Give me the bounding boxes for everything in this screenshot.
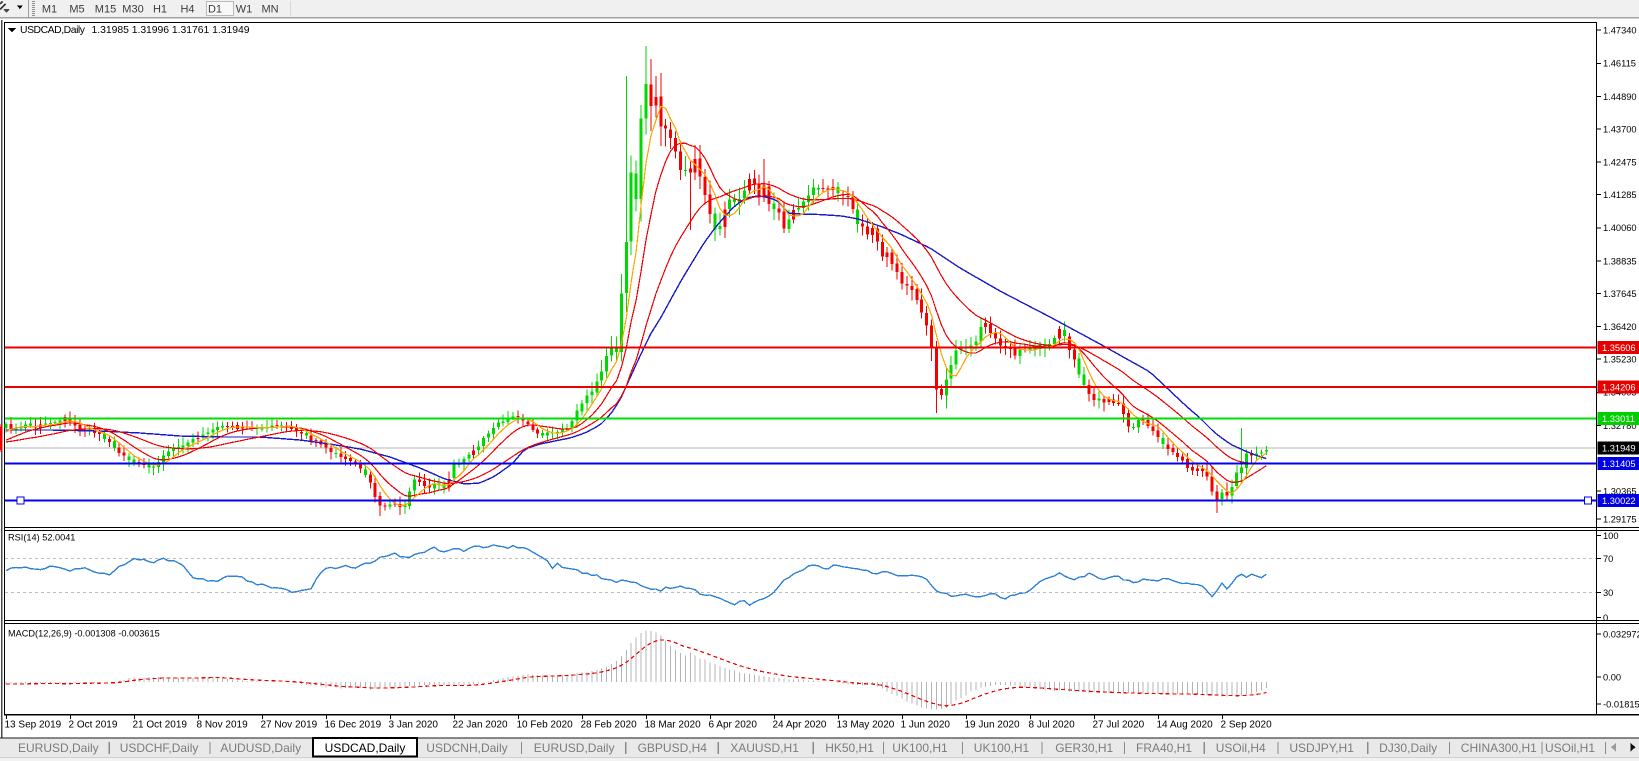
svg-text:USDCAD,Daily: USDCAD,Daily — [325, 741, 406, 755]
svg-text:10 Feb 2020: 10 Feb 2020 — [517, 720, 574, 731]
svg-text:M30: M30 — [122, 4, 143, 16]
svg-text:GBPUSD,H4: GBPUSD,H4 — [638, 741, 708, 755]
svg-text:1.37645: 1.37645 — [1603, 289, 1637, 299]
svg-text:1.35230: 1.35230 — [1603, 354, 1637, 364]
svg-text:16 Dec 2019: 16 Dec 2019 — [325, 720, 382, 731]
svg-text:HK50,H1: HK50,H1 — [825, 741, 874, 755]
svg-text:1.46115: 1.46115 — [1603, 59, 1636, 69]
svg-text:W1: W1 — [236, 4, 253, 16]
svg-text:21 Oct 2019: 21 Oct 2019 — [133, 720, 188, 731]
svg-text:1.36420: 1.36420 — [1603, 322, 1637, 332]
svg-text:M15: M15 — [95, 4, 116, 16]
svg-text:27 Nov 2019: 27 Nov 2019 — [261, 720, 318, 731]
svg-text:AUDUSD,Daily: AUDUSD,Daily — [220, 741, 301, 755]
svg-text:30: 30 — [1603, 588, 1613, 598]
svg-text:27 Jul 2020: 27 Jul 2020 — [1093, 720, 1145, 731]
svg-text:EURUSD,Daily: EURUSD,Daily — [534, 741, 615, 755]
svg-text:1.40060: 1.40060 — [1603, 223, 1637, 233]
svg-text:M1: M1 — [42, 4, 57, 16]
svg-text:CHINA300,H1: CHINA300,H1 — [1461, 741, 1537, 755]
svg-text:DJ30,Daily: DJ30,Daily — [1379, 741, 1437, 755]
svg-text:1.33011: 1.33011 — [1602, 414, 1635, 424]
svg-text:13 May 2020: 13 May 2020 — [837, 720, 895, 731]
svg-text:UK100,H1: UK100,H1 — [974, 741, 1030, 755]
svg-text:1.32780: 1.32780 — [1603, 421, 1637, 431]
svg-text:H1: H1 — [153, 4, 167, 16]
svg-text:2 Sep 2020: 2 Sep 2020 — [1221, 720, 1273, 731]
svg-text:1.47340: 1.47340 — [1603, 25, 1637, 35]
svg-text:8 Jul 2020: 8 Jul 2020 — [1029, 720, 1076, 731]
svg-text:100: 100 — [1603, 531, 1619, 541]
svg-text:3 Jan 2020: 3 Jan 2020 — [389, 720, 439, 731]
svg-text:USDCHF,Daily: USDCHF,Daily — [120, 741, 199, 755]
svg-text:USDCAD,Daily: USDCAD,Daily — [20, 25, 86, 36]
svg-text:USOil,H1: USOil,H1 — [1545, 741, 1595, 755]
svg-text:0.00: 0.00 — [1603, 672, 1621, 682]
svg-text:28 Feb 2020: 28 Feb 2020 — [581, 720, 638, 731]
svg-text:14 Aug 2020: 14 Aug 2020 — [1157, 720, 1214, 731]
svg-text:H4: H4 — [180, 4, 194, 16]
svg-text:8 Nov 2019: 8 Nov 2019 — [197, 720, 249, 731]
svg-text:EURUSD,Daily: EURUSD,Daily — [18, 741, 99, 755]
svg-text:USDJPY,H1: USDJPY,H1 — [1289, 741, 1354, 755]
svg-text:MN: MN — [261, 4, 278, 16]
svg-text:1.31405: 1.31405 — [1602, 459, 1636, 469]
svg-text:1.30365: 1.30365 — [1603, 487, 1637, 497]
svg-text:19 Jun 2020: 19 Jun 2020 — [965, 720, 1020, 731]
svg-text:1.31949: 1.31949 — [1602, 444, 1636, 454]
svg-text:18 Mar 2020: 18 Mar 2020 — [645, 720, 702, 731]
svg-text:1.43700: 1.43700 — [1603, 124, 1637, 134]
svg-text:24 Apr 2020: 24 Apr 2020 — [773, 720, 827, 731]
svg-text:0: 0 — [1603, 613, 1608, 623]
svg-text:USOil,H4: USOil,H4 — [1216, 741, 1266, 755]
svg-text:XAUUSD,H1: XAUUSD,H1 — [730, 741, 799, 755]
svg-text:RSI(14) 52.0041: RSI(14) 52.0041 — [8, 533, 75, 543]
svg-text:1.41285: 1.41285 — [1603, 190, 1637, 200]
svg-text:D1: D1 — [208, 4, 222, 16]
svg-text:-0.018154: -0.018154 — [1603, 699, 1639, 709]
svg-text:0.032972: 0.032972 — [1603, 629, 1639, 639]
svg-text:1 Jun 2020: 1 Jun 2020 — [901, 720, 951, 731]
svg-text:1.34206: 1.34206 — [1602, 382, 1636, 392]
svg-text:1.35606: 1.35606 — [1602, 343, 1636, 353]
svg-text:13 Sep 2019: 13 Sep 2019 — [5, 720, 62, 731]
svg-text:6 Apr 2020: 6 Apr 2020 — [709, 720, 758, 731]
svg-text:USDCNH,Daily: USDCNH,Daily — [426, 741, 507, 755]
svg-text:1.44890: 1.44890 — [1603, 92, 1637, 102]
svg-text:GER30,H1: GER30,H1 — [1055, 741, 1113, 755]
svg-text:1.38835: 1.38835 — [1603, 257, 1637, 267]
svg-text:MACD(12,26,9) -0.001308 -0.003: MACD(12,26,9) -0.001308 -0.003615 — [8, 629, 160, 639]
svg-text:1.30022: 1.30022 — [1602, 496, 1636, 506]
svg-text:70: 70 — [1603, 554, 1613, 564]
svg-text:FRA40,H1: FRA40,H1 — [1136, 741, 1192, 755]
svg-text:1.29175: 1.29175 — [1603, 514, 1637, 524]
svg-text:1.42475: 1.42475 — [1603, 158, 1637, 168]
svg-text:UK100,H1: UK100,H1 — [892, 741, 948, 755]
svg-text:2 Oct 2019: 2 Oct 2019 — [69, 720, 118, 731]
svg-text:1.31985 1.31996 1.31761 1.3194: 1.31985 1.31996 1.31761 1.31949 — [92, 25, 250, 36]
svg-text:22 Jan 2020: 22 Jan 2020 — [453, 720, 508, 731]
svg-text:M5: M5 — [69, 4, 84, 16]
